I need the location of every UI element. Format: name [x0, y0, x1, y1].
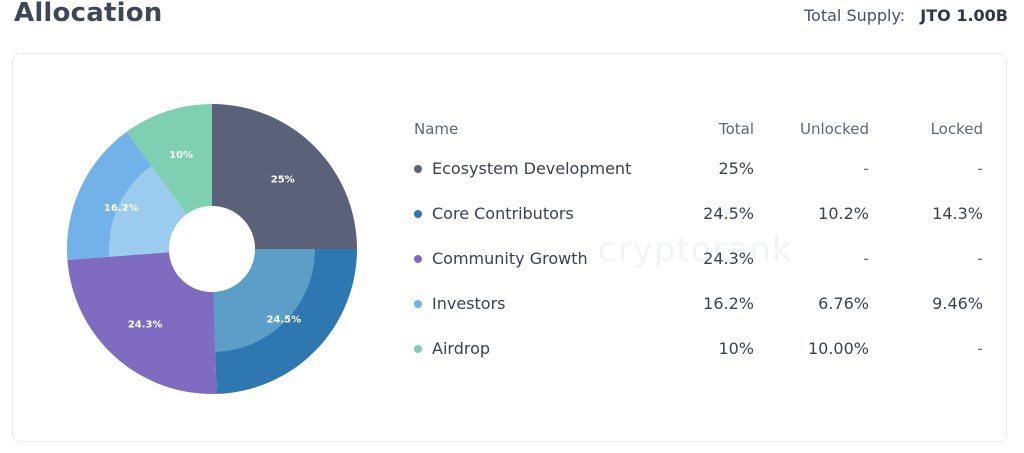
slice-inner-investors[interactable]: [109, 165, 187, 257]
slice-community-growth[interactable]: [67, 252, 217, 394]
table-row[interactable]: Core Contributors 24.5% 10.2% 14.3%: [402, 191, 983, 236]
column-header-unlocked: Unlocked: [800, 120, 869, 138]
allocation-table: Name Total Unlocked Locked Ecosystem Dev…: [402, 112, 983, 371]
row-unlocked: 6.76%: [818, 294, 869, 313]
slice-label-ecosystem-development: 25%: [271, 174, 295, 185]
table-row[interactable]: Ecosystem Development 25% - -: [402, 146, 983, 191]
row-locked: -: [977, 159, 983, 178]
watermark: cryptorank: [598, 230, 793, 270]
row-unlocked: 10.2%: [818, 204, 869, 223]
column-header-name: Name: [414, 120, 459, 138]
row-name: Investors: [432, 294, 506, 313]
row-unlocked: -: [863, 159, 869, 178]
row-total: 24.3%: [703, 249, 754, 268]
row-name: Airdrop: [432, 339, 491, 358]
legend-dot: [414, 209, 422, 218]
total-supply: Total Supply: JTO 1.00B: [804, 6, 1008, 25]
total-supply-value: JTO 1.00B: [920, 6, 1008, 25]
slice-ecosystem-development[interactable]: [212, 104, 357, 249]
total-supply-label: Total Supply:: [803, 6, 906, 25]
legend-dot: [414, 164, 422, 173]
row-name: Community Growth: [432, 249, 588, 268]
table-row[interactable]: Airdrop 10% 10.00% -: [402, 326, 983, 371]
row-total: 24.5%: [703, 204, 754, 223]
column-header-total: Total: [718, 120, 754, 138]
table-header-row: Name Total Unlocked Locked: [402, 112, 983, 146]
row-total: 10%: [718, 339, 754, 358]
legend-dot: [414, 254, 422, 263]
slice-label-airdrop: 10%: [169, 150, 193, 161]
legend-dot: [414, 299, 422, 308]
allocation-card: 25% 24.5% 24.3% 16.2% 10% cryptorank: [12, 53, 1007, 442]
row-locked: 9.46%: [932, 294, 983, 313]
row-unlocked: 10.00%: [807, 339, 869, 358]
row-name: Ecosystem Development: [432, 159, 632, 178]
table-row[interactable]: Investors 16.2% 6.76% 9.46%: [402, 281, 983, 326]
column-header-locked: Locked: [930, 120, 983, 138]
slice-inner-core-contributors[interactable]: [213, 249, 315, 352]
slice-airdrop[interactable]: [126, 104, 212, 215]
donut-hole: [169, 206, 255, 292]
slice-label-core-contributors: 24.5%: [266, 315, 301, 326]
table-row[interactable]: Community Growth 24.3% - -: [402, 236, 983, 281]
slice-label-community-growth: 24.3%: [128, 319, 163, 330]
row-locked: 14.3%: [932, 204, 983, 223]
allocation-donut-chart: 25% 24.5% 24.3% 16.2% 10%: [67, 104, 357, 394]
legend-dot: [414, 344, 422, 353]
row-locked: -: [977, 339, 983, 358]
row-name: Core Contributors: [432, 204, 574, 223]
row-total: 16.2%: [703, 294, 754, 313]
row-total: 25%: [718, 159, 754, 178]
row-unlocked: -: [863, 249, 869, 268]
slice-label-investors: 16.2%: [104, 203, 139, 214]
page-title: Allocation: [14, 0, 163, 28]
row-locked: -: [977, 249, 983, 268]
